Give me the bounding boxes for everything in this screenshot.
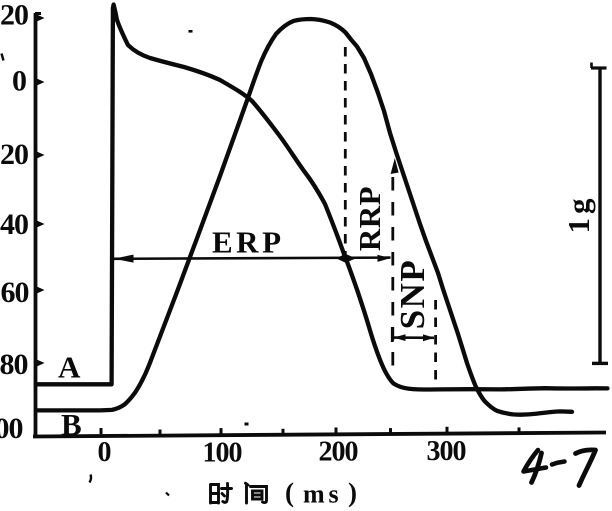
svg-text:00: 00 (0, 412, 23, 445)
svg-text:20: 20 (0, 138, 28, 171)
svg-text:RRP: RRP (352, 186, 387, 251)
svg-text:60: 60 (1, 276, 29, 309)
svg-text:20: 20 (0, 0, 28, 32)
svg-text:0: 0 (12, 65, 26, 98)
svg-text:100: 100 (203, 438, 242, 469)
svg-text:m: m (303, 480, 325, 509)
svg-text:(: ( (285, 478, 294, 508)
svg-text:80: 80 (0, 348, 28, 381)
svg-text:ERP: ERP (212, 225, 285, 260)
svg-text:300: 300 (427, 436, 466, 467)
svg-text:40: 40 (0, 208, 28, 241)
svg-text:200: 200 (319, 437, 358, 468)
svg-text:): ) (348, 478, 357, 508)
svg-text:B: B (61, 407, 82, 442)
svg-text:A: A (58, 350, 81, 385)
svg-text:s: s (329, 480, 339, 509)
svg-text:1g: 1g (561, 195, 596, 234)
svg-text:0: 0 (98, 437, 111, 468)
svg-text:SNP: SNP (393, 259, 432, 330)
